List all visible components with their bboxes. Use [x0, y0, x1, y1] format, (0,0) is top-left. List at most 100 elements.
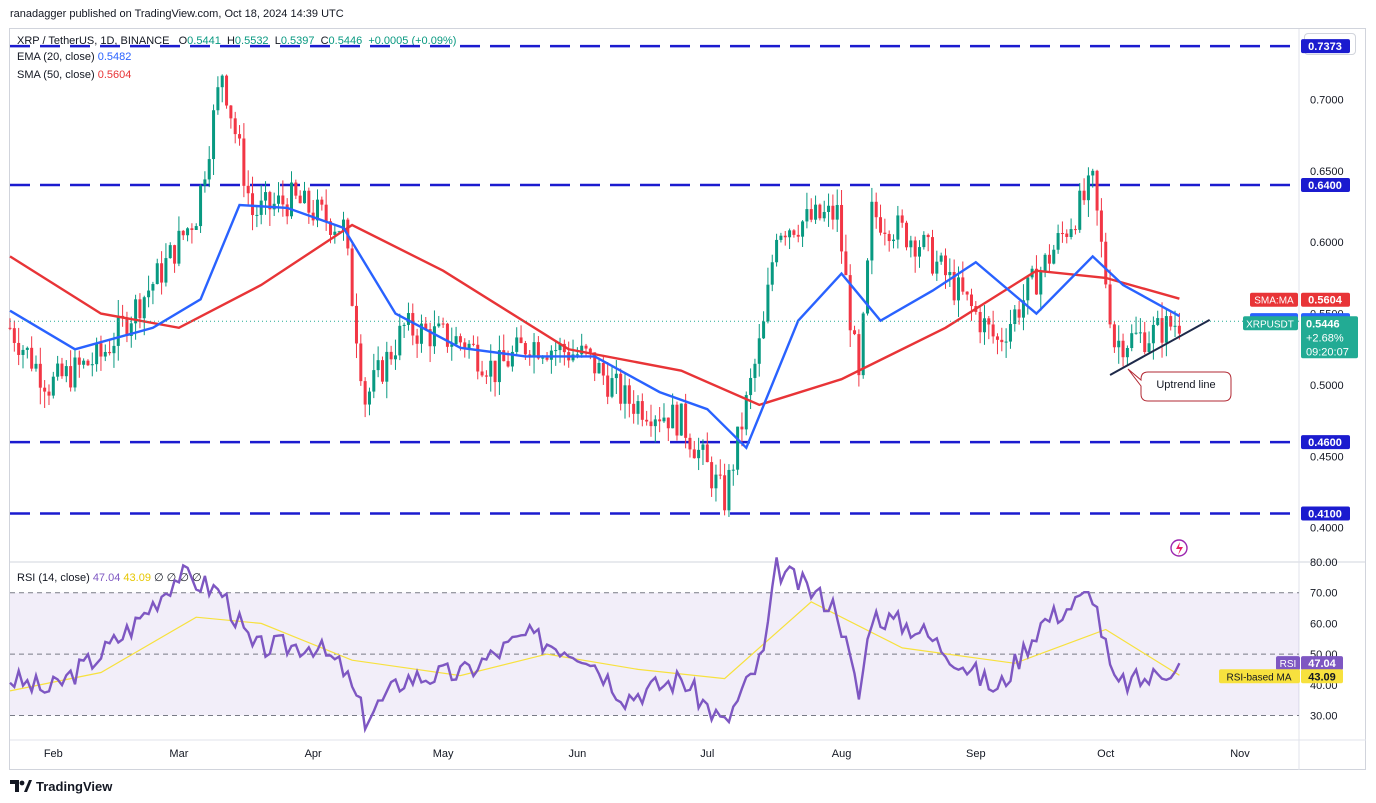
candle-body: [506, 361, 510, 367]
candle-body: [1043, 254, 1047, 272]
candle-body: [225, 75, 229, 106]
candle-body: [519, 337, 523, 344]
rsi-line[interactable]: [9, 557, 1181, 734]
candle-body: [246, 185, 250, 194]
rsi-tick-label: 70.00: [1310, 588, 1338, 600]
sma-legend-value: 0.5604: [97, 69, 132, 81]
candle-body: [324, 204, 328, 222]
candle-body: [1147, 343, 1151, 353]
candle-body: [480, 371, 484, 376]
price-tick-label: 0.6000: [1310, 237, 1344, 249]
candle-body: [294, 182, 298, 196]
candle-body: [380, 360, 384, 382]
candle-body: [627, 385, 631, 404]
candle-body: [1069, 229, 1073, 237]
candle-body: [17, 342, 21, 355]
candle-body: [822, 211, 826, 219]
high-value: 0.5532: [234, 35, 269, 47]
price-tag-change: +2.68%: [1306, 332, 1344, 344]
candle-body: [402, 324, 406, 326]
time-tick-label: Oct: [1097, 748, 1114, 760]
rsi-ma-line[interactable]: [9, 601, 1180, 692]
candle-body: [554, 350, 558, 352]
ema-legend[interactable]: EMA (20, close) 0.5482: [17, 51, 131, 63]
candle-body: [437, 323, 441, 327]
time-tick-label: Mar: [169, 748, 188, 760]
candle-body: [969, 294, 973, 307]
candle-body: [1095, 170, 1099, 211]
candle-body: [935, 261, 939, 274]
candle-body: [705, 444, 709, 463]
ema-20-line[interactable]: [9, 203, 1180, 450]
candle-body: [441, 323, 445, 325]
candle-body: [684, 403, 688, 438]
candle-body: [883, 232, 887, 234]
sma-tag-value-box: [1301, 292, 1350, 307]
candle-body: [51, 376, 55, 396]
candle-body: [1086, 175, 1090, 201]
candle-body: [307, 190, 311, 213]
sma-50-line[interactable]: [9, 223, 1180, 407]
time-tick-label: Apr: [305, 748, 322, 760]
sma-legend[interactable]: SMA (50, close) 0.5604: [17, 69, 131, 81]
candle-body: [714, 474, 718, 489]
candle-body: [1026, 277, 1030, 301]
candle-body: [450, 344, 454, 347]
candle-body: [749, 377, 753, 396]
candle-body: [134, 299, 138, 324]
candle-body: [251, 193, 255, 216]
candle-body: [562, 343, 566, 353]
candle-body: [796, 234, 800, 237]
candle-body: [1173, 325, 1177, 327]
candle-body: [1078, 190, 1082, 230]
candle-body: [233, 118, 237, 135]
candle-body: [718, 474, 722, 476]
candle-body: [471, 343, 475, 345]
candle-body: [1099, 210, 1103, 242]
candle-body: [731, 469, 735, 471]
candle-body: [662, 417, 666, 422]
candle-body: [181, 230, 185, 236]
candle-body: [814, 204, 818, 220]
candle-body: [64, 366, 68, 377]
rsi-legend-ma: 43.09: [123, 572, 151, 584]
candle-body: [38, 363, 42, 388]
candle-body: [931, 237, 934, 274]
candle-body: [948, 272, 952, 276]
candle-body: [385, 351, 389, 382]
candle-body: [666, 417, 670, 429]
candle-body: [47, 391, 51, 396]
open-label: O: [178, 35, 188, 47]
symbol-label[interactable]: XRP / TetherUS, 1D, BINANCE: [17, 35, 170, 47]
rsi-legend[interactable]: RSI (14, close) 47.04 43.09 ∅ ∅ ∅ ∅: [17, 571, 202, 584]
candle-body: [328, 221, 332, 235]
rsi-tag-label-box: [1276, 656, 1300, 671]
candle-body: [939, 255, 943, 262]
candle-body: [762, 321, 766, 339]
candle-body: [212, 110, 216, 160]
rsi-legend-extra: ∅: [191, 572, 202, 584]
candle-body: [220, 75, 224, 88]
rsi-tag-value-box: [1301, 656, 1343, 671]
tradingview-logo[interactable]: TradingView: [10, 777, 112, 795]
price-tick-label: 0.7000: [1310, 94, 1344, 106]
candle-body: [12, 328, 16, 343]
candle-body: [1121, 340, 1125, 358]
candle-body: [238, 134, 242, 139]
level-tag: [1301, 39, 1350, 54]
candle-body: [155, 263, 159, 285]
candle-body: [584, 345, 588, 349]
candle-body: [424, 323, 428, 330]
uptrend-line[interactable]: [1109, 318, 1211, 376]
candle-body: [995, 336, 999, 340]
candle-body: [675, 404, 679, 436]
sma-tag-label: SMA:MA: [1254, 296, 1294, 307]
candle-body: [866, 260, 870, 314]
candle-body: [857, 334, 861, 376]
candle-body: [870, 201, 874, 261]
time-tick-label: Sep: [966, 748, 986, 760]
rsi-legend-extra: ∅: [154, 572, 164, 584]
candle-body: [545, 357, 549, 360]
candle-body: [1004, 341, 1008, 343]
